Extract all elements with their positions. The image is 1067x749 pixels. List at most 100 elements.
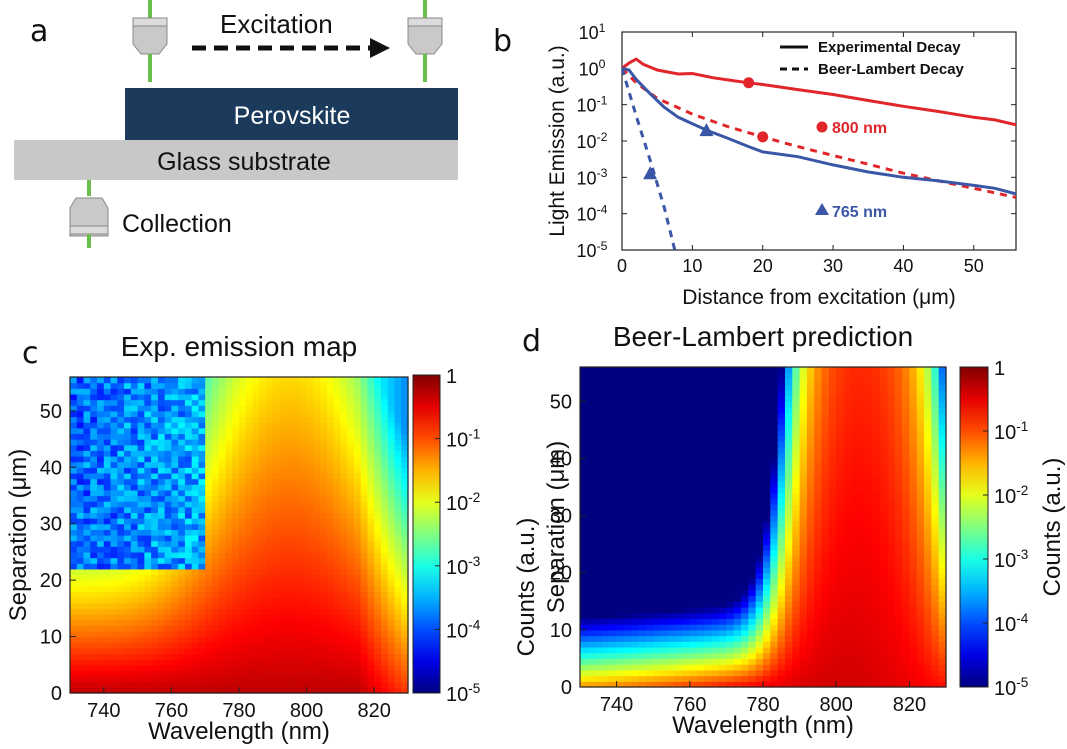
heatmap-cell <box>374 388 382 395</box>
heatmap-cell <box>763 412 771 420</box>
heatmap-cell <box>124 444 132 451</box>
heatmap-cell <box>821 401 830 408</box>
heatmap-cell <box>232 382 240 389</box>
heatmap-cell <box>799 435 808 442</box>
heatmap-cell <box>218 489 227 497</box>
heatmap-cell <box>340 664 348 672</box>
heatmap-cell <box>653 384 662 391</box>
y-tick-label: 10-4 <box>577 202 608 224</box>
heatmap-cell <box>741 521 749 528</box>
heatmap-cell <box>171 478 179 485</box>
heatmap-cell <box>719 498 727 505</box>
heatmap-cell <box>239 506 247 514</box>
heatmap-cell <box>638 664 647 671</box>
heatmap-cell <box>117 393 125 401</box>
heatmap-cell <box>828 618 837 625</box>
heatmap-cell <box>340 546 348 553</box>
heatmap-cell <box>110 591 118 598</box>
heatmap-cell <box>726 635 735 642</box>
heatmap-cell <box>623 641 632 648</box>
heatmap-cell <box>70 450 78 457</box>
heatmap-cell <box>380 563 389 570</box>
heatmap-cell <box>843 681 852 688</box>
heatmap-cell <box>580 641 588 648</box>
heatmap-cell <box>689 378 698 385</box>
heatmap-cell <box>70 461 78 468</box>
heatmap-cell <box>272 670 281 677</box>
heatmap-cell <box>594 389 603 397</box>
heatmap-cell <box>374 676 382 683</box>
heatmap-cell <box>777 429 786 437</box>
heatmap-cell <box>90 489 98 497</box>
heatmap-cell <box>171 427 179 435</box>
heatmap-cell <box>340 653 348 660</box>
heatmap-cell <box>675 641 684 648</box>
heatmap-cell <box>784 447 793 454</box>
heatmap-cell <box>313 597 321 604</box>
heatmap-cell <box>704 367 713 374</box>
heatmap-cell <box>110 478 118 485</box>
heatmap-cell <box>320 495 328 502</box>
heatmap-cell <box>594 629 603 637</box>
heatmap-cell <box>763 589 771 597</box>
heatmap-cell <box>333 393 341 401</box>
heatmap-cell <box>299 535 308 542</box>
heatmap-cell <box>198 574 206 581</box>
heatmap-cell <box>374 687 382 694</box>
heatmap-cell <box>843 475 852 482</box>
heatmap-cell <box>806 607 815 614</box>
heatmap-cell <box>675 384 684 391</box>
heatmap-cell <box>232 653 240 660</box>
heatmap-cell <box>171 597 179 604</box>
heatmap-cell <box>320 523 328 530</box>
heatmap-cell <box>70 653 78 660</box>
heatmap-cell <box>401 523 409 530</box>
heatmap-cell <box>333 614 341 621</box>
heatmap-cell <box>814 424 823 431</box>
heatmap-cell <box>239 580 247 587</box>
heatmap-cell <box>333 670 341 677</box>
heatmap-cell <box>191 687 200 694</box>
heatmap-cell <box>784 527 793 534</box>
heatmap-cell <box>97 393 105 401</box>
heatmap-cell <box>326 557 335 564</box>
heatmap-cell <box>609 567 618 574</box>
heatmap-cell <box>306 427 314 435</box>
heatmap-cell <box>211 433 220 440</box>
heatmap-cell <box>645 681 654 688</box>
heatmap-cell <box>401 647 409 655</box>
heatmap-cell <box>799 607 808 614</box>
heatmap-cell <box>76 630 85 638</box>
heatmap-cell <box>157 461 166 468</box>
heatmap-cell <box>110 405 118 412</box>
heatmap-cell <box>266 461 274 468</box>
heatmap-cell <box>401 687 409 694</box>
heatmap-cell <box>682 509 691 517</box>
heatmap-cell <box>792 618 801 625</box>
heatmap-cell <box>777 464 786 471</box>
heatmap-cell <box>719 607 727 614</box>
heatmap-cell <box>347 676 355 683</box>
heatmap-cell <box>110 636 118 643</box>
heatmap-cell <box>313 529 321 536</box>
heatmap-cell <box>719 669 727 677</box>
heatmap-cell <box>320 625 328 632</box>
heatmap-cell <box>711 675 720 682</box>
heatmap-cell <box>279 591 287 598</box>
heatmap-cell <box>374 478 382 485</box>
heatmap-cell <box>792 584 801 591</box>
heatmap-cell <box>299 495 308 502</box>
heatmap-cell <box>157 681 166 688</box>
heatmap-cell <box>631 521 640 528</box>
heatmap-cell <box>110 393 118 401</box>
heatmap-cell <box>675 527 684 534</box>
heatmap-cell <box>594 538 603 545</box>
heatmap-cell <box>806 469 815 477</box>
heatmap-cell <box>97 484 105 491</box>
heatmap-cell <box>157 574 166 581</box>
heatmap-cell <box>326 422 335 429</box>
heatmap-cell <box>144 495 152 502</box>
heatmap-cell <box>225 551 233 559</box>
heatmap-cell <box>741 635 749 642</box>
heatmap-cell <box>266 388 274 395</box>
